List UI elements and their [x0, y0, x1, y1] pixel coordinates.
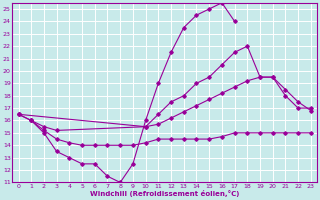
- X-axis label: Windchill (Refroidissement éolien,°C): Windchill (Refroidissement éolien,°C): [90, 190, 239, 197]
